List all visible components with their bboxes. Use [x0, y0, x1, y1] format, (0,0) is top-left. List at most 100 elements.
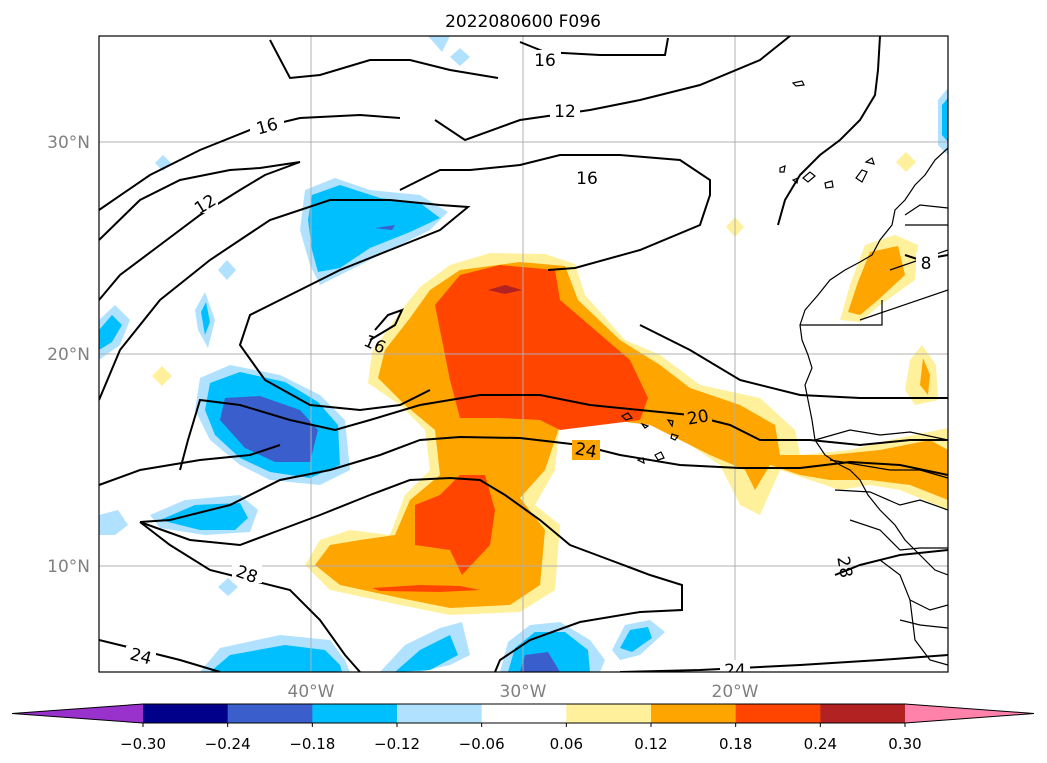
contour-label: 28	[832, 555, 855, 580]
negative-anomaly-south-2-blue	[395, 635, 458, 672]
colorbar-segment	[820, 704, 906, 723]
colorbar-segment	[227, 704, 313, 723]
negative-anomaly-top-1	[428, 36, 450, 52]
canary-3	[802, 171, 816, 183]
negative-anomaly-small-1-blue	[201, 302, 210, 335]
contour-20-west	[99, 444, 281, 486]
lon-label-20w: 20°W	[712, 682, 759, 702]
contour-20-side	[777, 36, 881, 226]
colorbar-tick-label: −0.30	[120, 735, 166, 753]
africa-border-7	[829, 459, 948, 479]
colorbar-segment	[481, 704, 567, 723]
contour-20-main	[179, 394, 948, 471]
lon-label-40w: 40°W	[288, 682, 335, 702]
negative-anomaly-w-edge2-blue	[99, 315, 122, 350]
capeverde-6	[666, 419, 674, 428]
coastlines	[620, 80, 948, 666]
contour-label: 20	[686, 406, 711, 429]
positive-anomaly-darkred	[488, 285, 522, 294]
negative-anomaly-north-dark	[375, 225, 395, 230]
colorbar-tick-label: 0.24	[804, 735, 837, 753]
contour-label: 24	[724, 661, 746, 681]
contour-16-central	[99, 154, 711, 412]
contour-24-south	[99, 639, 221, 672]
lat-label-20n: 20°N	[47, 345, 90, 365]
colorbar-tick-label: 0.30	[888, 735, 921, 753]
contour-label: 24	[573, 439, 598, 462]
contour-16-inner	[369, 308, 404, 341]
africa-border-4	[859, 289, 948, 321]
capeverde-2	[640, 422, 650, 429]
africa-border-8	[834, 489, 948, 511]
colorbar-tick-label: −0.06	[459, 735, 505, 753]
negative-anomaly-top-2	[450, 48, 470, 66]
colorbar-tick-label: 0.12	[634, 735, 667, 753]
negative-anomaly-south-1-blue	[210, 645, 342, 672]
colorbar-tick-label: 0.18	[719, 735, 752, 753]
small-positive-3	[896, 152, 916, 172]
longitude-labels: 40°W 30°W 20°W	[288, 682, 759, 702]
colorbar: −0.30 −0.24 −0.18 −0.12 −0.06 0.06 0.12 0.18 0.2…	[11, 703, 1035, 753]
contour-12-top	[434, 36, 791, 142]
contour-28-loop	[139, 476, 683, 672]
contour-label-group: 16 16 12 12 16 16 20 24 28 24 24 8 28	[126, 50, 938, 681]
contour-24-south-east	[619, 654, 948, 672]
negative-anomaly-south-3-dark	[520, 652, 560, 672]
contour-12-west	[99, 161, 301, 301]
contour-28-east	[834, 549, 948, 576]
colorbar-segment	[312, 704, 398, 723]
contour-label: 12	[554, 102, 576, 122]
colorbar-extend-low	[12, 704, 143, 723]
negative-anomaly-w-edge	[99, 510, 128, 535]
africa-border-6	[814, 429, 948, 441]
canary-4	[824, 180, 834, 189]
negative-anomaly-south-4-blue	[620, 627, 652, 652]
positive-anomaly-redorange-strip	[372, 585, 480, 592]
canary-6	[864, 157, 875, 165]
small-positive-1	[152, 366, 172, 386]
positive-anomaly-east-orange	[920, 358, 930, 395]
positive-anomaly-africa-orange	[848, 246, 905, 315]
negative-anomaly-north-blue	[308, 185, 440, 272]
colorbar-segment	[651, 704, 737, 723]
negative-anomaly-small-2	[218, 260, 236, 280]
map-frame	[98, 35, 949, 673]
contour-lines	[99, 36, 948, 672]
madeira	[791, 80, 805, 87]
africa-border-9	[849, 519, 948, 551]
africa-border-1	[800, 300, 883, 326]
africa-border-11	[899, 619, 948, 629]
africa-border-5	[904, 204, 948, 216]
lat-label-10n: 10°N	[47, 557, 90, 577]
figure-title: 2022080600 F096	[445, 12, 601, 32]
negative-anomaly-west-dark	[220, 396, 318, 462]
lon-label-30w: 30°W	[500, 682, 547, 702]
positive-anomaly-redorange-south	[415, 475, 495, 575]
capeverde-3	[670, 433, 679, 441]
latitude-labels: 30°N 20°N 10°N	[47, 133, 90, 577]
colorbar-extend-high	[905, 704, 1034, 723]
africa-coastline	[799, 147, 948, 576]
colorbar-tick-label: 0.06	[550, 735, 583, 753]
colorbar-segment	[143, 704, 229, 723]
colorbar-tick-label: −0.18	[289, 735, 335, 753]
canary-5	[855, 169, 868, 183]
lat-label-30n: 30°N	[47, 133, 90, 153]
africa-border-12	[909, 599, 948, 666]
canary-1	[779, 165, 786, 173]
colorbar-tick-label: −0.12	[374, 735, 420, 753]
positive-anomaly-redorange	[435, 265, 648, 430]
colorbar-tick-label: −0.24	[205, 735, 251, 753]
colorbar-segment	[735, 704, 821, 723]
colorbar-segment	[397, 704, 483, 723]
shading-layer	[99, 36, 948, 672]
contour-label: 16	[576, 169, 598, 189]
negative-anomaly-sw-blue	[160, 503, 248, 530]
contour-20-east	[639, 324, 948, 399]
contour-label: 8	[921, 254, 932, 274]
negative-anomaly-ne-blue	[942, 98, 948, 142]
contour-24-main	[139, 435, 948, 523]
contour-28-west	[139, 521, 361, 672]
capeverde-4	[654, 451, 665, 461]
